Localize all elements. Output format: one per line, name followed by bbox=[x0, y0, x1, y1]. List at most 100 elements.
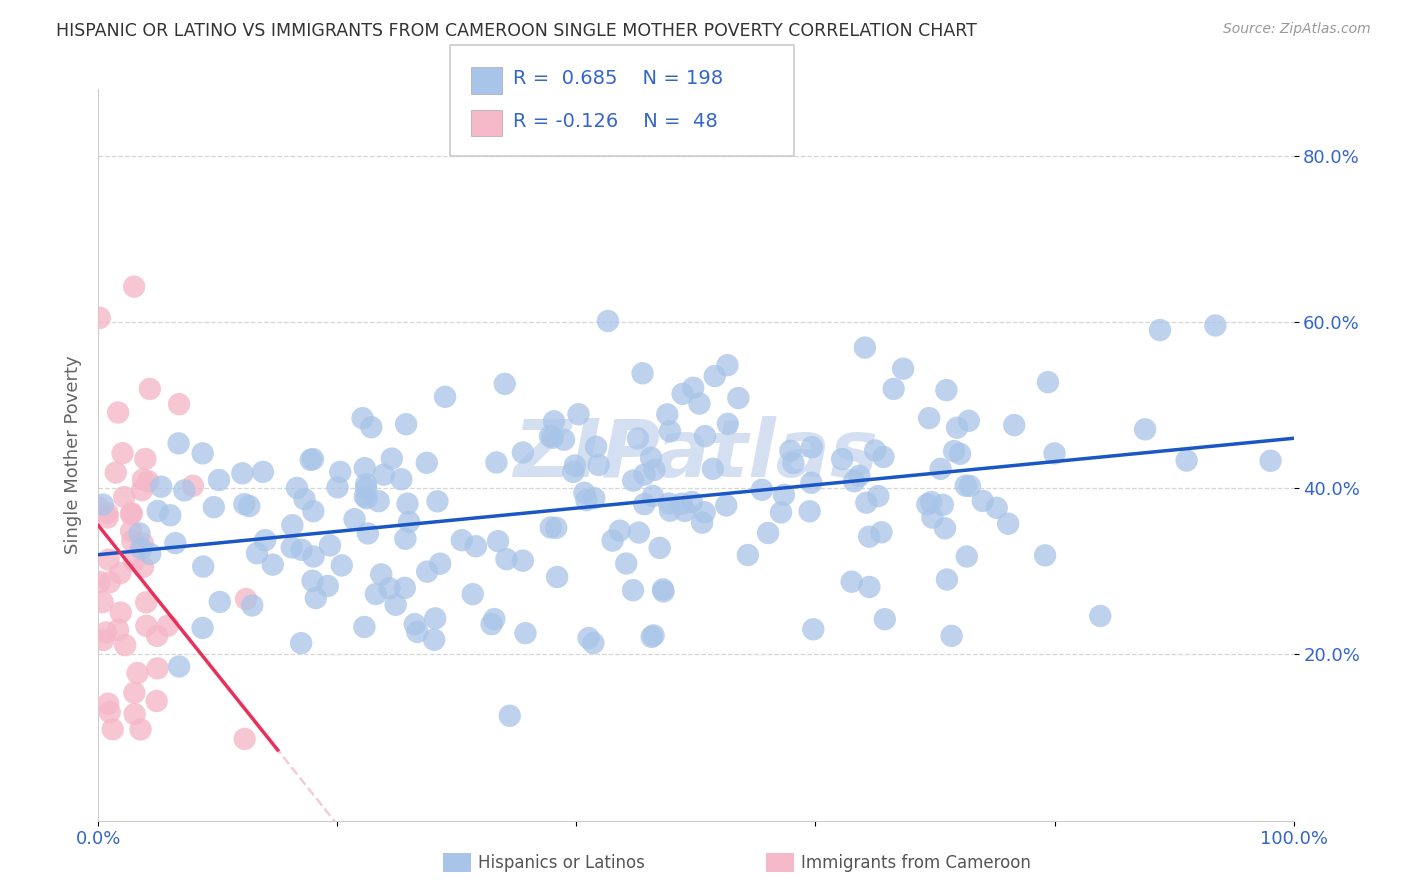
Point bbox=[378, 581, 401, 595]
Point bbox=[855, 496, 877, 510]
Point bbox=[858, 580, 880, 594]
Point bbox=[404, 617, 426, 632]
Point bbox=[302, 549, 325, 564]
Point bbox=[538, 429, 561, 443]
Point bbox=[658, 496, 681, 510]
Point bbox=[290, 636, 312, 650]
Point bbox=[356, 491, 378, 506]
Point bbox=[717, 417, 740, 431]
Point bbox=[89, 574, 111, 589]
Point bbox=[1175, 453, 1198, 467]
Point bbox=[121, 507, 143, 521]
Point bbox=[146, 629, 169, 643]
Point bbox=[831, 452, 853, 467]
Point bbox=[398, 515, 420, 529]
Point bbox=[329, 465, 352, 479]
Point bbox=[302, 504, 325, 518]
Point bbox=[688, 396, 710, 410]
Point bbox=[299, 453, 322, 467]
Point bbox=[281, 518, 304, 533]
Point bbox=[540, 520, 562, 534]
Point bbox=[396, 497, 419, 511]
Point bbox=[353, 620, 375, 634]
Text: ZIPatlas: ZIPatlas bbox=[513, 416, 879, 494]
Point bbox=[935, 383, 957, 397]
Point bbox=[450, 533, 472, 548]
Point bbox=[302, 452, 325, 467]
Point bbox=[1133, 422, 1156, 436]
Point bbox=[98, 575, 121, 590]
Point bbox=[693, 505, 716, 519]
Point bbox=[191, 446, 214, 460]
Point bbox=[842, 475, 865, 489]
Point bbox=[943, 444, 966, 458]
Point bbox=[254, 533, 277, 548]
Point bbox=[853, 341, 876, 355]
Point bbox=[841, 574, 863, 589]
Point bbox=[997, 516, 1019, 531]
Text: HISPANIC OR LATINO VS IMMIGRANTS FROM CAMEROON SINGLE MOTHER POVERTY CORRELATION: HISPANIC OR LATINO VS IMMIGRANTS FROM CA… bbox=[56, 22, 977, 40]
Point bbox=[941, 629, 963, 643]
Point bbox=[107, 405, 129, 419]
Point bbox=[120, 507, 142, 521]
Point bbox=[91, 595, 114, 609]
Point bbox=[920, 495, 942, 509]
Point bbox=[98, 705, 121, 719]
Point bbox=[167, 397, 190, 411]
Point bbox=[602, 533, 624, 548]
Point bbox=[235, 592, 257, 607]
Point bbox=[918, 411, 941, 425]
Text: Source: ZipAtlas.com: Source: ZipAtlas.com bbox=[1223, 22, 1371, 37]
Point bbox=[294, 492, 316, 507]
Point bbox=[426, 494, 449, 508]
Point bbox=[146, 504, 169, 518]
Point bbox=[373, 467, 395, 482]
Point bbox=[657, 408, 679, 422]
Point bbox=[122, 554, 145, 568]
Point bbox=[364, 587, 387, 601]
Point bbox=[883, 382, 905, 396]
Point bbox=[94, 625, 117, 640]
Text: R = -0.126    N =  48: R = -0.126 N = 48 bbox=[513, 112, 718, 131]
Point bbox=[567, 407, 589, 421]
Point bbox=[641, 489, 664, 503]
Point bbox=[621, 474, 644, 488]
Point bbox=[135, 595, 157, 609]
Point bbox=[751, 483, 773, 497]
Point bbox=[614, 557, 637, 571]
Point bbox=[673, 504, 696, 518]
Point bbox=[578, 631, 600, 645]
Point bbox=[354, 482, 377, 496]
Point bbox=[546, 570, 568, 584]
Point bbox=[574, 485, 596, 500]
Point bbox=[870, 525, 893, 540]
Point bbox=[921, 510, 943, 524]
Point bbox=[848, 468, 870, 483]
Point bbox=[1036, 375, 1059, 389]
Point bbox=[484, 612, 506, 626]
Point bbox=[381, 451, 404, 466]
Point bbox=[671, 387, 693, 401]
Point bbox=[934, 521, 956, 535]
Point bbox=[986, 500, 1008, 515]
Point bbox=[173, 483, 195, 498]
Point bbox=[652, 584, 675, 599]
Point bbox=[627, 525, 650, 540]
Point bbox=[627, 432, 650, 446]
Point bbox=[770, 505, 793, 519]
Point bbox=[494, 376, 516, 391]
Point bbox=[1002, 418, 1025, 433]
Point bbox=[541, 431, 564, 445]
Point bbox=[495, 552, 517, 566]
Point bbox=[181, 479, 204, 493]
Point bbox=[131, 483, 153, 497]
Point bbox=[929, 462, 952, 476]
Point bbox=[370, 567, 392, 582]
Point bbox=[291, 542, 314, 557]
Point bbox=[658, 424, 681, 438]
Point bbox=[139, 382, 162, 396]
Point bbox=[682, 381, 704, 395]
Point bbox=[631, 366, 654, 380]
Point bbox=[648, 541, 671, 555]
Point bbox=[389, 472, 412, 486]
